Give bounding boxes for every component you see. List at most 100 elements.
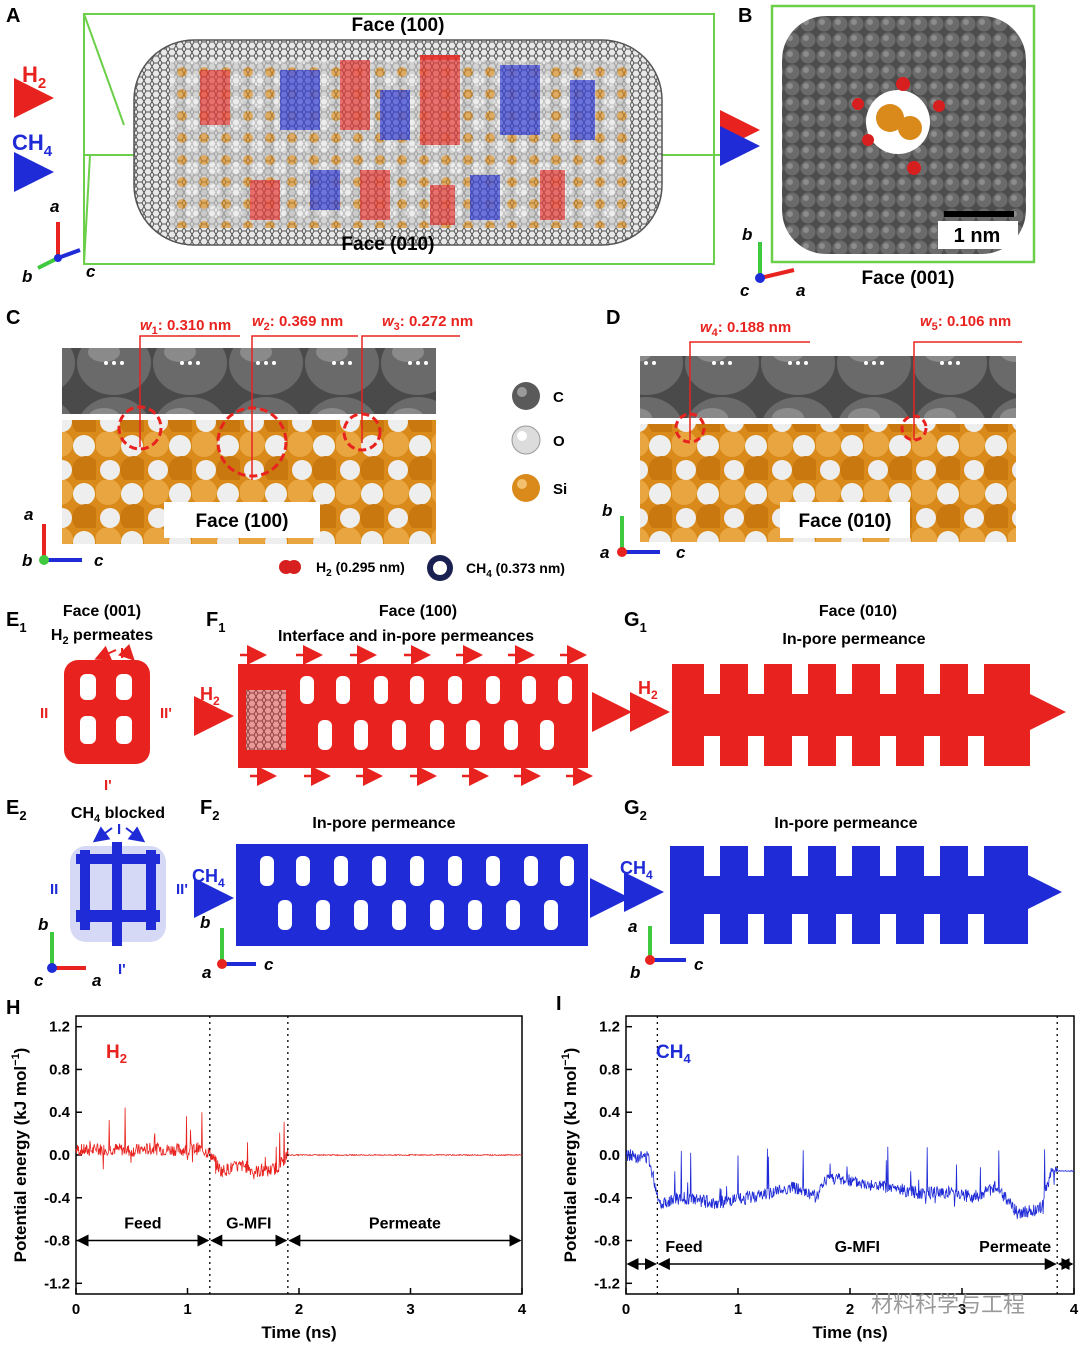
y-tick-label: -0.4	[594, 1190, 621, 1207]
svg-text:a: a	[92, 971, 101, 990]
pore-cluster	[852, 77, 945, 175]
face-001-label: Face (001)	[862, 268, 955, 289]
ch4-inlet-label-f2: CH4	[192, 866, 225, 890]
x-axis-label: Time (ns)	[261, 1323, 336, 1342]
y-tick-label: 0.0	[49, 1147, 70, 1164]
svg-text:II': II'	[160, 705, 172, 722]
h2-density-100	[238, 664, 588, 768]
region-label: Feed	[665, 1239, 702, 1256]
panel-label-a: A	[6, 5, 20, 27]
panel-label-f1: F1	[206, 609, 225, 635]
svg-text:b: b	[22, 551, 32, 570]
svg-text:b: b	[630, 963, 640, 982]
x-tick-label: 4	[1070, 1301, 1079, 1318]
svg-text:I': I'	[118, 961, 126, 978]
legend-h2: H2 (0.295 nm)	[316, 559, 405, 579]
legend-c: C	[553, 389, 564, 406]
region-label: G-MFI	[835, 1239, 880, 1256]
h2-permeates-title: H2 permeates	[51, 627, 153, 647]
x-tick-label: 1	[183, 1301, 191, 1318]
face-010-label: Face (010)	[342, 234, 435, 255]
panel-f2: F2 In-pore permeance CH4 b a c	[192, 797, 630, 982]
panel-e2: E2 CH4 blocked I II II' I' b c a	[6, 797, 188, 990]
panel-label-b: B	[738, 5, 752, 27]
axes-triad-g2: a b c	[628, 917, 704, 982]
svg-text:II: II	[40, 705, 48, 722]
svg-text:a: a	[24, 505, 33, 524]
y-axis-label: Potential energy (kJ mol−1)	[560, 1048, 580, 1263]
f1-title: Interface and in-pore permeances	[278, 628, 534, 645]
axes-triad-a: a b c	[22, 197, 96, 286]
x-tick-label: 1	[734, 1301, 742, 1318]
svg-text:I': I'	[104, 777, 112, 794]
axes-triad-b: b c a	[740, 225, 805, 300]
axes-triad-e2: b c a	[34, 915, 101, 990]
face-010-title-g1: Face (010)	[819, 603, 897, 620]
y-tick-label: -0.4	[44, 1190, 71, 1207]
y-tick-label: 1.2	[599, 1019, 620, 1036]
scale-bar	[944, 211, 1014, 217]
axes-triad-c: a b c	[22, 505, 104, 570]
x-tick-label: 0	[622, 1301, 630, 1318]
ch4-density-010	[670, 846, 1028, 944]
graphene-layer-c	[62, 348, 436, 414]
w2-label: w2: 0.369 nm	[252, 313, 343, 333]
svg-text:a: a	[50, 197, 59, 216]
h2-inlet-label-g1: H2	[638, 678, 658, 702]
scale-bar-label: 1 nm	[954, 225, 1001, 247]
chart-i: 1.2 0.8 0.4 0.0 -0.4 -0.8 -1.20 1 2 3 4 Time (ns) Po…	[560, 1015, 1079, 1342]
y-tick-label: 0.4	[49, 1104, 71, 1121]
svg-text:a: a	[202, 963, 211, 982]
w5-label: w5: 0.106 nm	[920, 313, 1011, 333]
h2-inlet-label: H2	[22, 62, 46, 92]
svg-text:c: c	[94, 551, 104, 570]
graphene-layer-d	[640, 356, 1016, 418]
panel-label-g2: G2	[624, 797, 647, 823]
panel-c: C w1: 0.310 nm w2: 0.369 nm w3: 0.272 nm…	[6, 307, 473, 570]
y-tick-label: -0.8	[44, 1233, 70, 1250]
svg-text:b: b	[38, 915, 48, 934]
svg-text:c: c	[740, 281, 750, 300]
y-tick-label: -0.8	[594, 1233, 620, 1250]
face-100-label-c: Face (100)	[196, 511, 289, 532]
chart-h: 1.2 0.8 0.4 0.0 -0.4 -0.8 -1.20 1 2 3 4 Time (ns) Po…	[10, 1015, 527, 1342]
face-010-label-d: Face (010)	[799, 511, 892, 532]
svg-text:a: a	[796, 281, 805, 300]
svg-text:c: c	[264, 955, 274, 974]
panel-f1: F1 Face (100) Interface and in-pore perm…	[194, 603, 632, 786]
ch4-blocked-title: CH4 blocked	[71, 805, 165, 825]
axes-triad-d: b a c	[600, 501, 686, 562]
panel-label-i: I	[556, 993, 562, 1015]
legend-ch4: CH4 (0.373 nm)	[466, 560, 565, 580]
svg-text:c: c	[86, 262, 96, 281]
g2-title: In-pore permeance	[774, 815, 917, 832]
y-tick-label: -1.2	[44, 1275, 70, 1292]
panel-label-c: C	[6, 307, 20, 329]
panel-label-e1: E1	[6, 609, 27, 635]
x-tick-label: 4	[518, 1301, 527, 1318]
svg-text:I: I	[120, 645, 124, 662]
w1-label: w1: 0.310 nm	[140, 317, 231, 337]
series-label: H2	[106, 1042, 127, 1066]
watermark: 材料科学与工程	[871, 1292, 1025, 1317]
face-001-title-e1: Face (001)	[63, 603, 141, 620]
x-tick-label: 2	[295, 1301, 303, 1318]
panel-label-e2: E2	[6, 797, 27, 823]
face-100-title-f1: Face (100)	[379, 603, 457, 620]
svg-text:b: b	[200, 913, 210, 932]
g1-title: In-pore permeance	[782, 631, 925, 648]
y-tick-label: 0.8	[49, 1061, 70, 1078]
svg-text:b: b	[602, 501, 612, 520]
panel-d: D w4: 0.188 nm w5: 0.106 nm Face (010) b…	[600, 307, 1022, 562]
region-label: Feed	[124, 1216, 161, 1233]
y-axis-label: Potential energy (kJ mol−1)	[10, 1048, 30, 1263]
region-label: Permeate	[979, 1239, 1051, 1256]
ch4-density-100	[236, 844, 588, 946]
x-tick-label: 3	[958, 1301, 966, 1318]
atom-legend: C O Si H2 (0.295 nm) CH4 (0.373 nm)	[279, 382, 567, 581]
svg-text:II': II'	[176, 881, 188, 898]
panel-label-h: H	[6, 997, 20, 1019]
svg-text:b: b	[22, 267, 32, 286]
panel-b: B 1 nm Face (001) b c a	[738, 4, 1036, 300]
